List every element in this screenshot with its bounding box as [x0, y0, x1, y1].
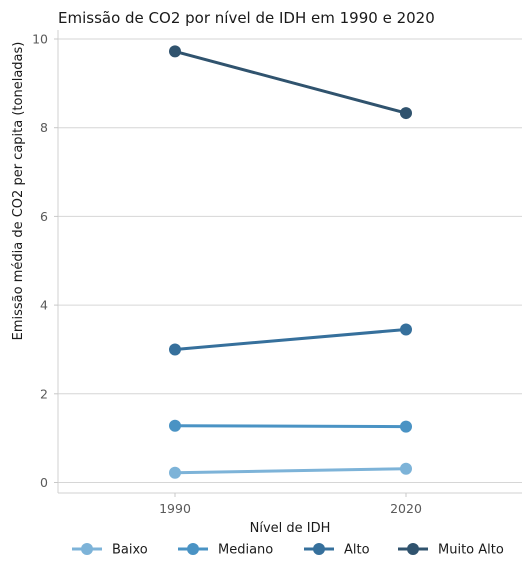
- series-line: [173, 424, 408, 429]
- x-tick-label: 1990: [159, 501, 191, 516]
- legend-label: Baixo: [112, 543, 148, 558]
- x-axis-label: Nível de IDH: [250, 521, 331, 536]
- y-tick-label: 8: [40, 120, 48, 135]
- y-tick-label: 4: [40, 298, 48, 313]
- series-mediano: [169, 419, 412, 433]
- legend-item: Mediano: [178, 543, 273, 558]
- legend: Baixo Mediano Alto Muito Alto: [72, 543, 504, 558]
- legend-swatch-marker: [81, 543, 93, 555]
- series-line: [173, 327, 408, 351]
- legend-label: Mediano: [218, 543, 273, 558]
- data-point: [169, 45, 181, 58]
- legend-label: Muito Alto: [438, 543, 504, 558]
- series-group: [169, 45, 412, 479]
- legend-swatch-marker: [407, 543, 419, 555]
- gridlines: [58, 38, 522, 483]
- y-tick-label: 6: [40, 209, 48, 224]
- y-tick-label: 2: [40, 386, 48, 401]
- legend-item: Muito Alto: [398, 543, 504, 558]
- y-tick-label: 10: [32, 32, 48, 47]
- data-point: [169, 343, 181, 356]
- series-muito-alto: [169, 45, 412, 120]
- axes: [57, 30, 522, 494]
- y-axis-label: Emissão média de CO2 per capita (tonelad…: [11, 42, 26, 341]
- series-baixo: [169, 462, 412, 479]
- legend-swatch-marker: [187, 543, 199, 555]
- data-point: [169, 419, 181, 432]
- x-tick-labels: 1990 2020: [159, 493, 422, 516]
- chart-title: Emissão de CO2 por nível de IDH em 1990 …: [58, 9, 435, 27]
- series-line: [173, 467, 408, 475]
- legend-label: Alto: [344, 543, 370, 558]
- series-line: [173, 49, 408, 115]
- legend-item: Alto: [304, 543, 370, 558]
- data-point: [169, 466, 181, 479]
- x-tick-label: 2020: [390, 501, 422, 516]
- legend-swatch-marker: [313, 543, 325, 555]
- legend-item: Baixo: [72, 543, 148, 558]
- series-alto: [169, 323, 412, 356]
- data-point: [400, 420, 412, 433]
- y-tick-labels: 0 2 4 6 8 10: [32, 32, 58, 490]
- data-point: [400, 107, 412, 120]
- data-point: [400, 323, 412, 336]
- y-tick-label: 0: [40, 475, 48, 490]
- data-point: [400, 462, 412, 475]
